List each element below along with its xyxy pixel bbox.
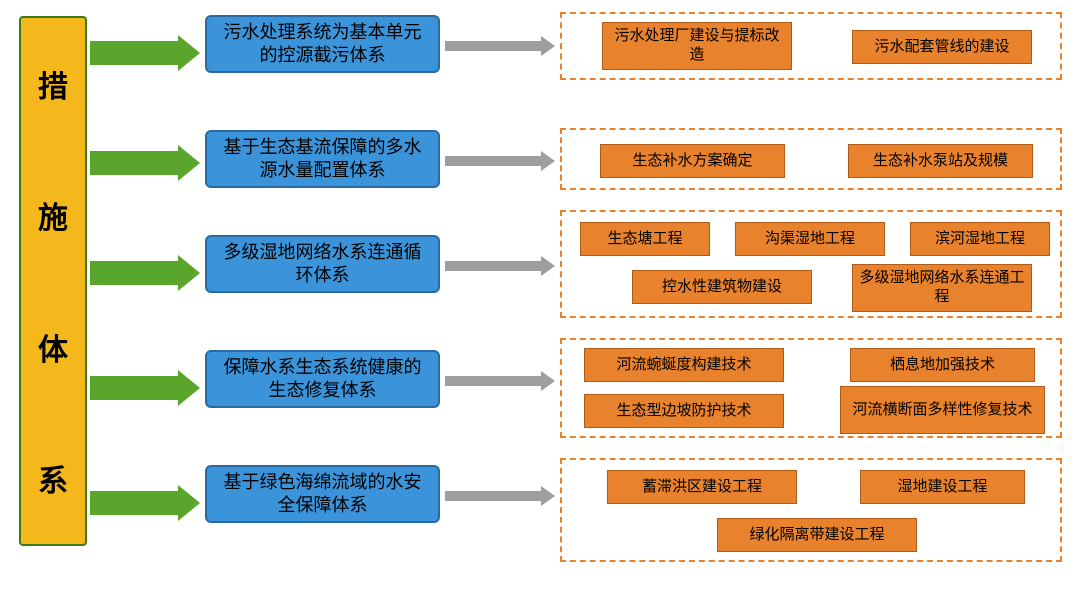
- detail-label: 沟渠湿地工程: [765, 230, 855, 249]
- category-label: 保障水系生态系统健康的生态修复体系: [215, 356, 430, 403]
- category-node-b2: 基于生态基流保障的多水源水量配置体系: [205, 130, 440, 188]
- detail-item: 污水配套管线的建设: [852, 30, 1032, 64]
- detail-label: 蓄滞洪区建设工程: [642, 478, 762, 497]
- root-node: 措 施 体 系: [19, 16, 87, 546]
- category-node-b3: 多级湿地网络水系连通循环体系: [205, 235, 440, 293]
- category-node-b4: 保障水系生态系统健康的生态修复体系: [205, 350, 440, 408]
- arrow-green: [90, 255, 200, 291]
- detail-item: 沟渠湿地工程: [735, 222, 885, 256]
- detail-item: 污水处理厂建设与提标改造: [602, 22, 792, 70]
- detail-item: 河流蜿蜒度构建技术: [584, 348, 784, 382]
- detail-item: 滨河湿地工程: [910, 222, 1050, 256]
- detail-item: 河流横断面多样性修复技术: [840, 386, 1045, 434]
- detail-item: 控水性建筑物建设: [632, 270, 812, 304]
- detail-item: 生态塘工程: [580, 222, 710, 256]
- arrow-green: [90, 485, 200, 521]
- arrow-gray: [445, 256, 555, 276]
- detail-item: 蓄滞洪区建设工程: [607, 470, 797, 504]
- detail-label: 多级湿地网络水系连通工程: [859, 269, 1025, 307]
- root-char: 施: [38, 193, 68, 237]
- detail-label: 河流蜿蜒度构建技术: [616, 356, 751, 375]
- detail-group-g1: 污水处理厂建设与提标改造 污水配套管线的建设: [560, 12, 1062, 80]
- detail-item: 湿地建设工程: [860, 470, 1025, 504]
- arrow-gray: [445, 486, 555, 506]
- detail-group-g2: 生态补水方案确定 生态补水泵站及规模: [560, 128, 1062, 190]
- detail-label: 污水配套管线的建设: [874, 38, 1009, 57]
- root-char: 措: [38, 62, 68, 106]
- detail-label: 污水处理厂建设与提标改造: [609, 27, 785, 65]
- detail-item: 生态型边坡防护技术: [584, 394, 784, 428]
- arrow-green: [90, 35, 200, 71]
- detail-item: 生态补水泵站及规模: [848, 144, 1033, 178]
- detail-label: 生态型边坡防护技术: [616, 402, 751, 421]
- detail-item: 多级湿地网络水系连通工程: [852, 264, 1032, 312]
- detail-group-g5: 蓄滞洪区建设工程 湿地建设工程绿化隔离带建设工程: [560, 458, 1062, 562]
- detail-label: 栖息地加强技术: [890, 356, 995, 375]
- detail-label: 湿地建设工程: [897, 478, 987, 497]
- arrow-green: [90, 145, 200, 181]
- detail-label: 绿化隔离带建设工程: [749, 526, 884, 545]
- category-label: 基于生态基流保障的多水源水量配置体系: [215, 136, 430, 183]
- detail-label: 生态补水方案确定: [632, 152, 752, 171]
- category-label: 多级湿地网络水系连通循环体系: [215, 241, 430, 288]
- detail-group-g3: 生态塘工程 沟渠湿地工程 滨河湿地工程控水性建筑物建设 多级湿地网络水系连通工程: [560, 210, 1062, 318]
- detail-label: 河流横断面多样性修复技术: [852, 401, 1032, 420]
- category-label: 污水处理系统为基本单元的控源截污体系: [215, 21, 430, 68]
- detail-item: 生态补水方案确定: [600, 144, 785, 178]
- detail-label: 滨河湿地工程: [935, 230, 1025, 249]
- root-char: 系: [38, 456, 68, 500]
- category-label: 基于绿色海绵流域的水安全保障体系: [215, 471, 430, 518]
- arrow-green: [90, 370, 200, 406]
- detail-item: 绿化隔离带建设工程: [717, 518, 917, 552]
- category-node-b5: 基于绿色海绵流域的水安全保障体系: [205, 465, 440, 523]
- root-char: 体: [38, 325, 68, 369]
- arrow-gray: [445, 36, 555, 56]
- category-node-b1: 污水处理系统为基本单元的控源截污体系: [205, 15, 440, 73]
- detail-group-g4: 河流蜿蜒度构建技术 栖息地加强技术生态型边坡防护技术 河流横断面多样性修复技术: [560, 338, 1062, 438]
- detail-label: 生态补水泵站及规模: [873, 152, 1008, 171]
- detail-label: 控水性建筑物建设: [662, 278, 782, 297]
- arrow-gray: [445, 371, 555, 391]
- detail-label: 生态塘工程: [607, 230, 682, 249]
- detail-item: 栖息地加强技术: [850, 348, 1035, 382]
- arrow-gray: [445, 151, 555, 171]
